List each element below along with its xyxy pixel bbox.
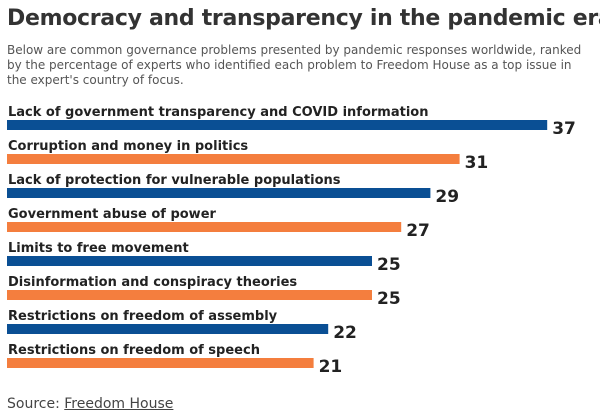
source-line: Source: Freedom House <box>7 396 173 412</box>
bar <box>7 290 372 300</box>
category-label: Limits to free movement <box>8 241 189 256</box>
value-label: 29 <box>435 187 459 207</box>
value-label: 25 <box>377 289 401 309</box>
bar <box>7 154 460 164</box>
bar <box>7 120 548 130</box>
bar <box>7 188 431 198</box>
category-label: Lack of government transparency and COVI… <box>8 105 428 120</box>
category-label: Corruption and money in politics <box>8 139 248 154</box>
category-label: Government abuse of power <box>8 207 217 222</box>
category-label: Disinformation and conspiracy theories <box>8 275 297 290</box>
value-label: 37 <box>552 119 576 139</box>
bar <box>7 358 314 368</box>
chart-title: Democracy and transparency in the pandem… <box>7 6 600 31</box>
category-label: Restrictions on freedom of assembly <box>8 309 278 324</box>
category-label: Restrictions on freedom of speech <box>8 343 260 358</box>
chart-subtitle: Below are common governance problems pre… <box>7 43 582 87</box>
bar <box>7 324 329 334</box>
source-link[interactable]: Freedom House <box>64 396 174 412</box>
category-label: Lack of protection for vulnerable popula… <box>8 173 341 188</box>
bar <box>7 222 402 232</box>
value-label: 25 <box>377 255 401 275</box>
value-label: 21 <box>319 357 343 377</box>
value-label: 27 <box>406 221 430 241</box>
value-label: 31 <box>465 153 489 173</box>
source-prefix: Source: <box>7 396 65 412</box>
bar <box>7 256 372 266</box>
value-label: 22 <box>333 323 357 343</box>
